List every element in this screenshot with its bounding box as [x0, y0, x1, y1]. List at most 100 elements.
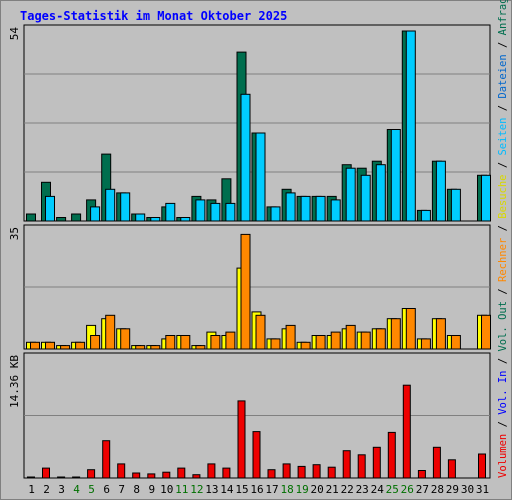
day-label: 9	[148, 483, 155, 496]
legend-entry-dateien: Dateien	[497, 54, 509, 98]
day-label: 18	[280, 483, 293, 496]
bar-dateien-day-5	[90, 206, 101, 222]
day-label: 21	[326, 483, 339, 496]
bar-volumen-day-15	[237, 400, 246, 479]
bar-dateien-day-9	[150, 217, 161, 222]
bar-rechner-day-5	[90, 335, 101, 350]
day-label: 25	[386, 483, 399, 496]
bar-rechner-day-24	[375, 328, 386, 350]
chart-title: Tages-Statistik im Monat Oktober 2025	[20, 9, 287, 23]
panel-top: 54	[8, 24, 491, 222]
bar-volumen-day-4	[72, 476, 81, 479]
bar-dateien-day-7	[120, 192, 131, 222]
bar-rechner-day-8	[135, 345, 146, 350]
bar-dateien-day-2	[45, 195, 55, 222]
day-label: 13	[205, 483, 218, 496]
day-label: 15	[235, 483, 248, 496]
day-label: 10	[160, 483, 173, 496]
day-label: 3	[58, 483, 65, 496]
bar-volumen-day-28	[432, 446, 441, 479]
panel-max-label: 14.36 KB	[8, 355, 21, 408]
day-label: 6	[103, 483, 110, 496]
day-labels: 1 2 3 4 5 6 7 8 9 10 11 12 13 14 15 16 17 18 19 20 21 22 23 24 2…	[28, 483, 489, 496]
bar-dateien-day-20	[315, 195, 326, 222]
bar-volumen-day-20	[312, 464, 321, 479]
bar-volumen-day-25	[387, 431, 396, 479]
bar-volumen-day-16	[252, 431, 261, 479]
bar-rechner-day-12	[195, 345, 206, 350]
bar-rechner-day-11	[180, 335, 191, 350]
bar-rechner-day-3	[60, 345, 71, 350]
bar-volumen-day-27	[417, 470, 426, 479]
day-label: 17	[265, 483, 278, 496]
bar-dateien-day-6	[105, 188, 116, 222]
bar-rechner-day-20	[315, 335, 326, 350]
bar-volumen-day-21	[327, 466, 336, 479]
bar-rechner-day-10	[165, 335, 176, 350]
bar-rechner-day-25	[390, 318, 401, 350]
legend-entry-seiten: Seiten	[497, 118, 509, 156]
bar-volumen-day-29	[447, 459, 456, 479]
bar-rechner-day-1	[30, 341, 40, 350]
day-label: 23	[356, 483, 369, 496]
day-label: 2	[43, 483, 50, 496]
bar-dateien-day-31	[481, 174, 491, 222]
bar-dateien-day-14	[225, 202, 236, 222]
bar-dateien-day-19	[300, 195, 311, 222]
panel-middle: 35	[8, 224, 491, 350]
bar-rechner-day-6	[105, 314, 116, 350]
legend-separator: /	[497, 35, 509, 54]
series-rechner	[30, 233, 491, 350]
bar-rechner-day-28	[435, 318, 446, 350]
legend-separator: /	[497, 156, 509, 175]
legend-separator: /	[497, 352, 509, 371]
bar-rechner-day-17	[270, 338, 281, 350]
day-label: 14	[220, 483, 234, 496]
bar-dateien-day-18	[285, 192, 296, 222]
bar-rechner-day-22	[345, 324, 356, 350]
legend-entry-rechner: Rechner	[497, 238, 509, 282]
day-label: 5	[88, 483, 95, 496]
series-dateien	[45, 30, 491, 222]
bar-volumen-day-10	[162, 471, 171, 479]
bar-volumen-day-9	[147, 473, 156, 479]
day-label: 1	[28, 483, 35, 496]
bar-volumen-day-7	[117, 463, 126, 479]
day-label: 7	[118, 483, 125, 496]
day-label: 16	[250, 483, 263, 496]
bar-anfragen-day-1	[26, 213, 36, 222]
bar-volumen-day-11	[177, 467, 186, 479]
day-label: 28	[431, 483, 444, 496]
side-legend-text: Volumen / Vol. In / Vol. Out / Rechner /…	[497, 0, 509, 478]
legend-entry-vol-out: Vol. Out	[497, 301, 509, 352]
legend-separator: /	[497, 415, 509, 434]
bar-volumen-day-2	[42, 467, 50, 479]
bar-volumen-day-23	[357, 454, 366, 479]
bar-dateien-day-22	[345, 167, 356, 222]
bar-rechner-day-7	[120, 328, 131, 350]
day-label: 30	[461, 483, 474, 496]
bar-volumen-day-18	[282, 463, 291, 479]
bar-dateien-day-28	[435, 160, 446, 222]
day-label: 20	[310, 483, 323, 496]
bar-dateien-day-21	[330, 199, 341, 222]
legend-entry-vol-in: Vol. In	[497, 371, 509, 415]
panel-bottom: 14.36 KB	[8, 352, 491, 479]
legend-entry-volumen: Volumen	[497, 434, 509, 478]
bar-volumen-day-19	[297, 465, 306, 479]
bar-rechner-day-15	[240, 233, 251, 350]
day-label: 27	[416, 483, 429, 496]
bar-volumen-day-3	[57, 476, 66, 479]
day-label: 4	[73, 483, 80, 496]
bar-dateien-day-10	[165, 202, 176, 222]
day-label: 26	[401, 483, 414, 496]
bar-rechner-day-13	[210, 335, 221, 350]
bar-volumen-day-31	[478, 453, 486, 479]
legend-separator: /	[497, 282, 509, 301]
legend-separator: /	[497, 99, 509, 118]
bar-volumen-day-6	[102, 440, 111, 479]
bar-rechner-day-21	[330, 331, 341, 350]
side-legend: Volumen / Vol. In / Vol. Out / Rechner /…	[497, 0, 509, 478]
